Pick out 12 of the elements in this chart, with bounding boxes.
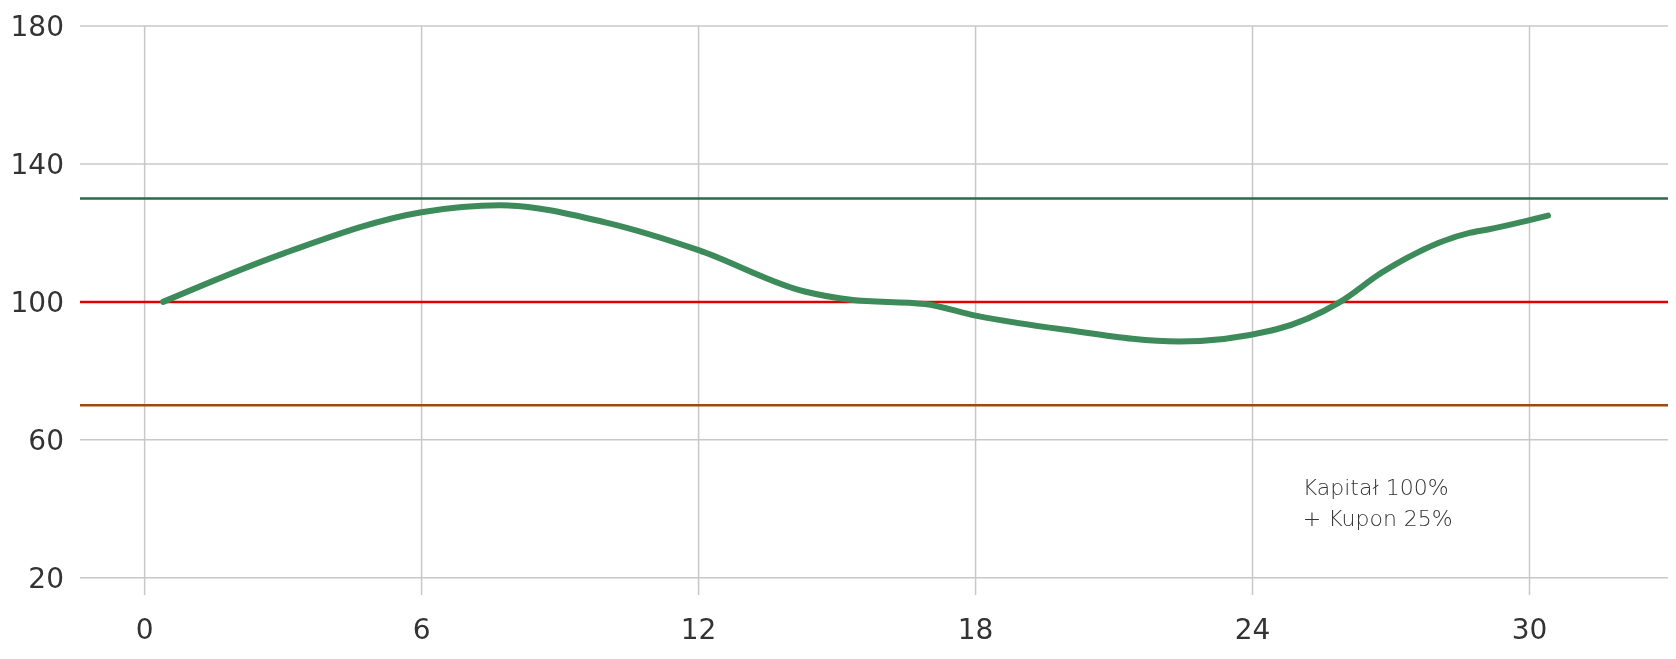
- x-tick-label: 6: [412, 613, 431, 646]
- x-tick-label: 18: [957, 613, 994, 646]
- annotation: Kapitał 100% + Kupon 25%: [1302, 475, 1453, 531]
- y-tick-label: 60: [28, 423, 64, 457]
- x-tick-label: 0: [135, 613, 154, 646]
- y-tick-label: 180: [10, 9, 64, 43]
- y-tick-label: 20: [28, 561, 64, 595]
- x-tick-label: 30: [1511, 613, 1548, 646]
- y-tick-label: 100: [10, 285, 64, 319]
- x-tick-label: 24: [1234, 613, 1271, 646]
- y-tick-label: 140: [10, 147, 64, 181]
- x-tick-label: 12: [680, 613, 717, 646]
